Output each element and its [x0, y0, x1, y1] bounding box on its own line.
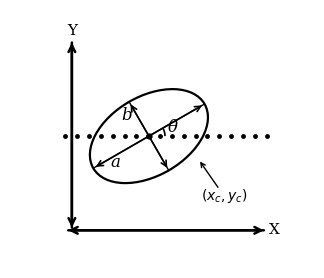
Text: Y: Y	[67, 24, 77, 38]
Text: a: a	[111, 154, 121, 171]
Text: b: b	[121, 106, 132, 124]
Text: θ: θ	[167, 119, 177, 136]
Text: X: X	[269, 223, 280, 237]
Text: $(x_c, y_c)$: $(x_c, y_c)$	[201, 187, 247, 205]
